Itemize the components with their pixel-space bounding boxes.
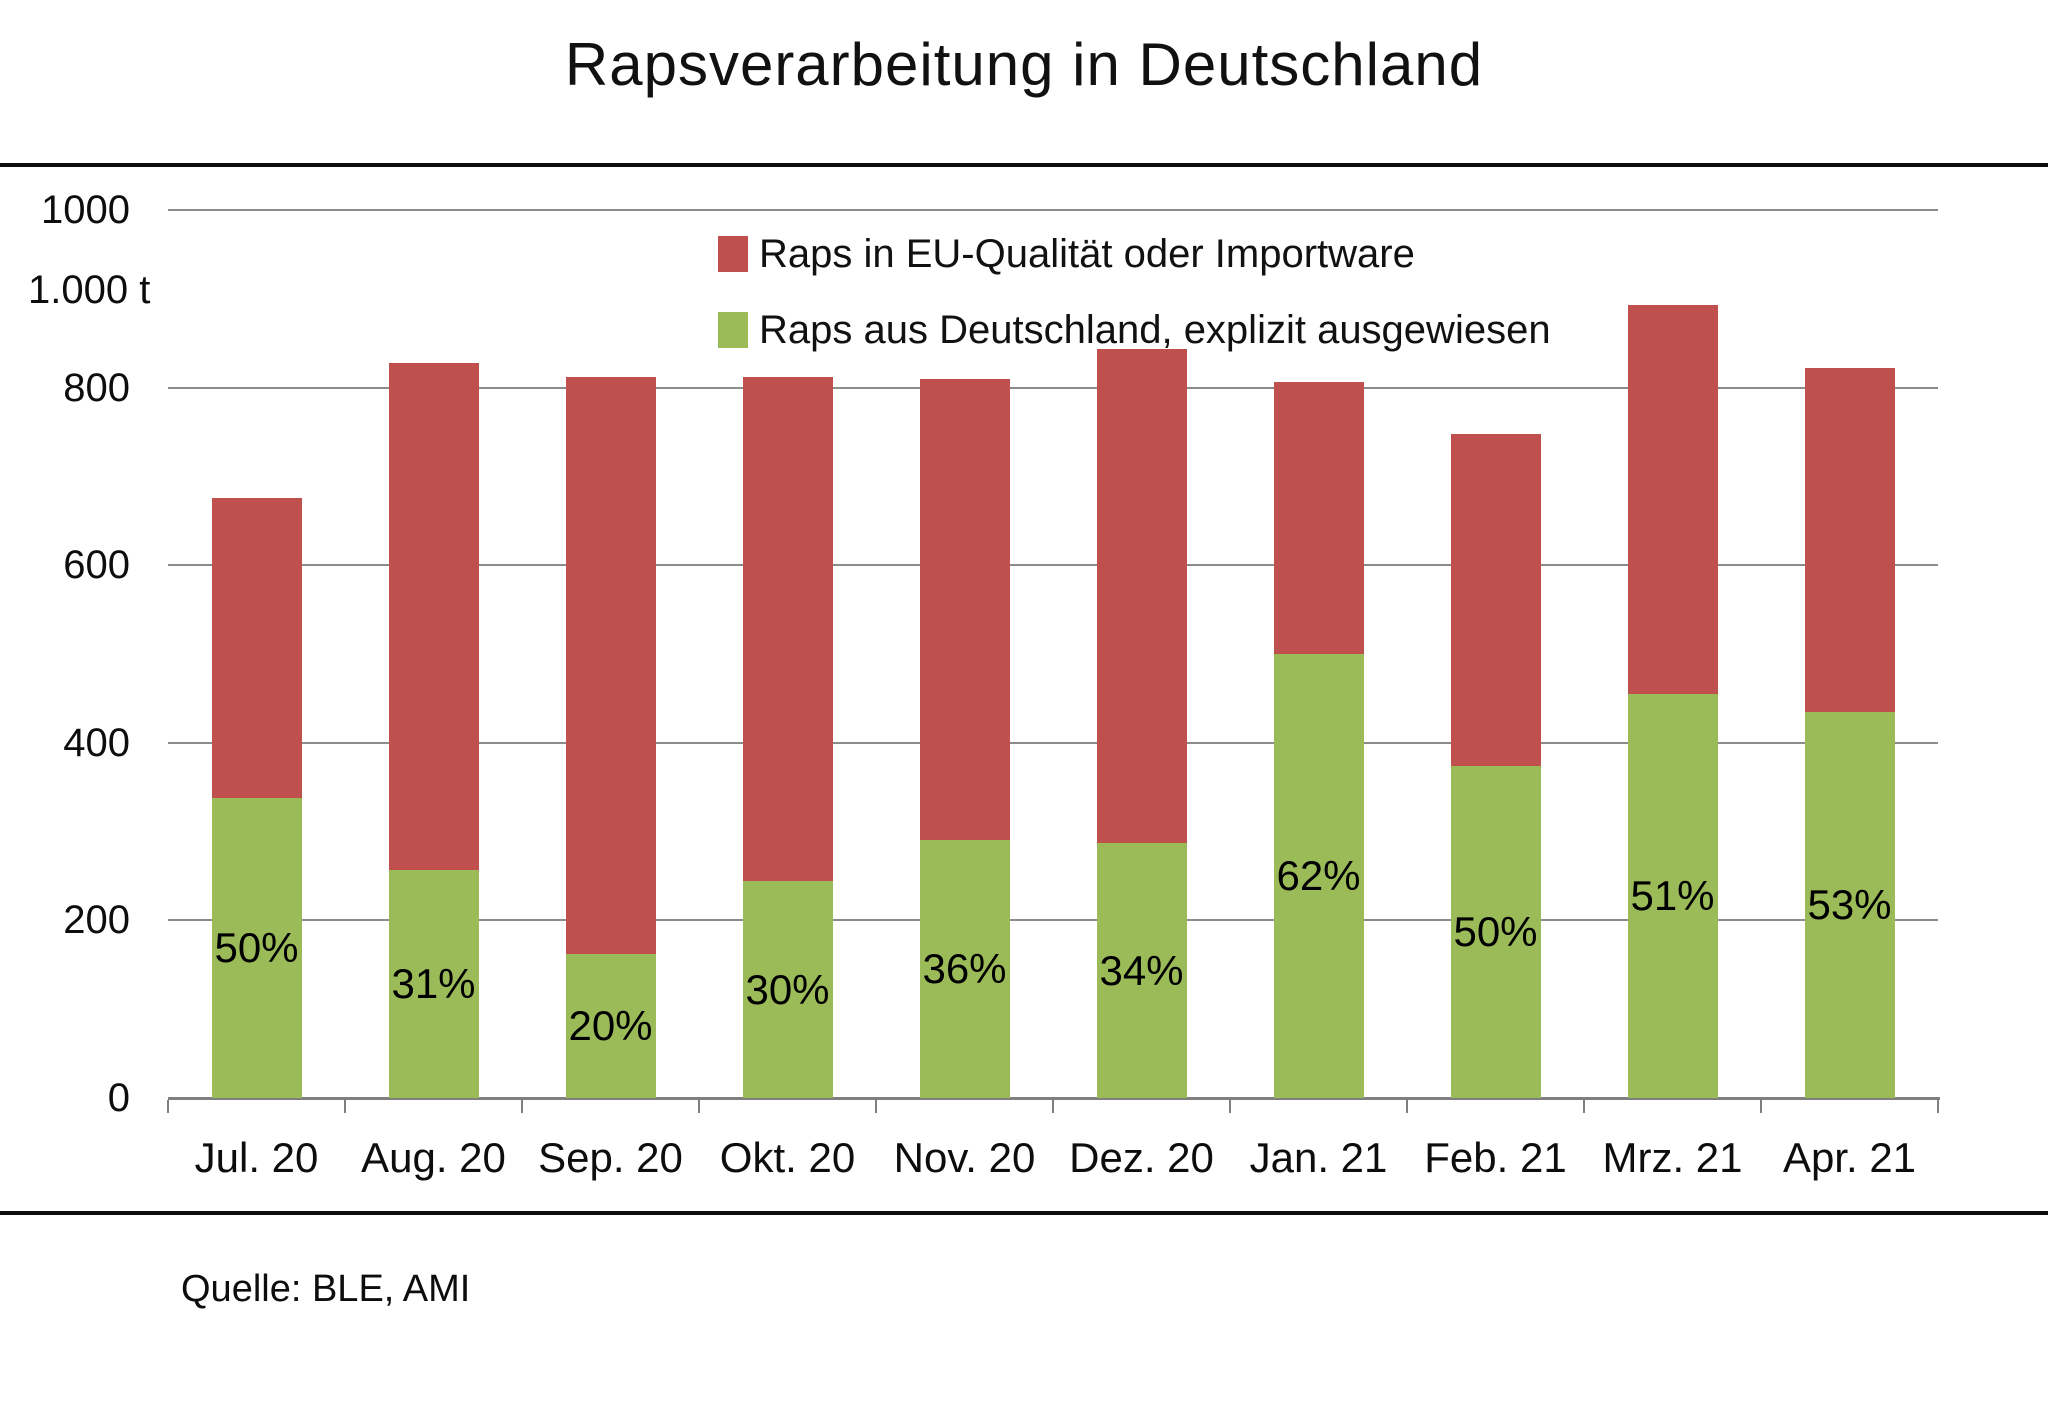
bar-red-9 [1804, 368, 1895, 712]
bar-red-0 [211, 497, 302, 798]
y-tick-label-800: 800 [63, 365, 130, 410]
bar-red-1 [388, 362, 479, 870]
legend-label-deutschland: Raps aus Deutschland, explizit ausgewies… [759, 308, 1551, 352]
data-label-7: 50% [1453, 907, 1538, 955]
data-label-0: 50% [214, 923, 299, 971]
x-category-label-7: Feb. 21 [1424, 1134, 1567, 1181]
data-label-3: 30% [745, 965, 830, 1013]
source-note: Quelle: BLE, AMI [181, 1268, 471, 1310]
x-axis-line [168, 1097, 1940, 1100]
top-divider [0, 163, 2048, 167]
data-label-2: 20% [568, 1002, 653, 1050]
chart-title: Rapsverarbeitung in Deutschland [564, 31, 1484, 98]
bar-green-9 [1804, 711, 1895, 1098]
x-axis-tick-1 [344, 1100, 346, 1113]
legend: Raps in EU-Qualität oder Importware Raps… [718, 228, 1551, 380]
bar-green-3 [742, 881, 833, 1098]
bottom-divider [0, 1211, 2048, 1215]
legend-swatch-red [718, 236, 748, 272]
bar-red-8 [1627, 305, 1718, 694]
y-axis-unit-label: 1.000 t [28, 268, 151, 312]
bar-green-8 [1627, 693, 1718, 1098]
bar-green-0 [211, 797, 302, 1098]
x-axis-tick-4 [875, 1100, 877, 1113]
x-axis-tick-9 [1760, 1100, 1762, 1113]
legend-item-deutschland: Raps aus Deutschland, explizit ausgewies… [718, 304, 1551, 356]
bar-red-3 [742, 376, 833, 882]
bar-green-2 [565, 954, 656, 1098]
gridline-200 [168, 919, 1938, 922]
bar-red-5 [1096, 348, 1187, 844]
x-axis-tick-8 [1583, 1100, 1585, 1113]
gridline-600 [168, 564, 1938, 567]
bar-green-4 [919, 839, 1010, 1098]
data-label-4: 36% [922, 944, 1007, 992]
x-axis-tick-10 [1937, 1100, 1939, 1113]
y-tick-label-1000: 1000 [41, 188, 130, 232]
x-axis-tick-3 [698, 1100, 700, 1113]
x-category-label-4: Nov. 20 [893, 1134, 1036, 1181]
x-category-label-0: Jul. 20 [194, 1134, 319, 1181]
y-tick-label-600: 600 [63, 543, 130, 588]
bar-green-7 [1450, 765, 1541, 1098]
data-label-1: 31% [391, 959, 476, 1007]
data-label-8: 51% [1630, 871, 1715, 919]
x-axis-tick-2 [521, 1100, 523, 1113]
data-label-9: 53% [1807, 880, 1892, 928]
x-category-label-1: Aug. 20 [361, 1134, 506, 1181]
y-tick-label-200: 200 [63, 898, 130, 943]
bar-green-6 [1273, 654, 1364, 1098]
y-tick-label-0: 0 [107, 1076, 130, 1120]
bar-green-5 [1096, 843, 1187, 1098]
legend-swatch-green [718, 312, 748, 348]
gridline-400 [168, 741, 1938, 744]
x-axis-tick-0 [167, 1100, 169, 1113]
x-category-label-6: Jan. 21 [1249, 1134, 1388, 1181]
data-label-5: 34% [1099, 946, 1184, 994]
y-tick-label-400: 400 [63, 720, 130, 765]
x-category-label-8: Mrz. 21 [1602, 1134, 1743, 1181]
bar-red-6 [1273, 382, 1364, 654]
legend-label-eu-importware: Raps in EU-Qualität oder Importware [759, 232, 1415, 276]
x-axis-tick-5 [1052, 1100, 1054, 1113]
bar-green-1 [388, 869, 479, 1098]
data-label-6: 62% [1276, 852, 1361, 899]
bar-red-4 [919, 378, 1010, 840]
x-category-label-3: Okt. 20 [719, 1134, 856, 1181]
bar-red-7 [1450, 433, 1541, 766]
gridline-1000 [168, 209, 1938, 211]
x-category-label-2: Sep. 20 [538, 1134, 683, 1181]
x-category-label-9: Apr. 21 [1782, 1134, 1917, 1181]
x-axis-tick-6 [1229, 1100, 1231, 1113]
x-category-label-5: Dez. 20 [1069, 1134, 1214, 1181]
legend-item-eu-importware: Raps in EU-Qualität oder Importware [718, 228, 1551, 280]
gridline-800 [168, 386, 1938, 389]
bar-red-2 [565, 376, 656, 955]
x-axis-tick-7 [1406, 1100, 1408, 1113]
